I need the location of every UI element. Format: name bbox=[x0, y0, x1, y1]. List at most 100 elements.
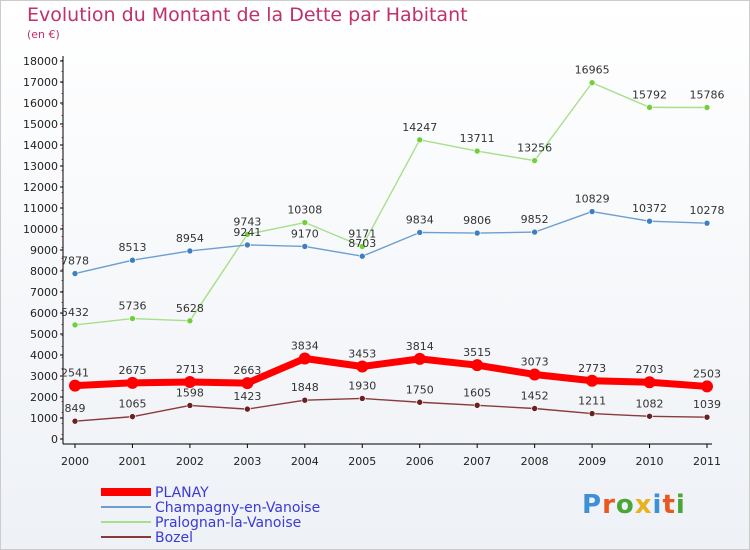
legend-label: Champagny-en-Vanoise bbox=[155, 500, 320, 516]
data-label: 2675 bbox=[118, 364, 146, 377]
y-tick-label: 6000 bbox=[30, 307, 58, 320]
legend-label: PLANAY bbox=[155, 485, 209, 501]
data-label: 10372 bbox=[632, 202, 667, 215]
data-point bbox=[129, 256, 136, 264]
data-label: 15786 bbox=[690, 88, 725, 101]
data-label: 9743 bbox=[233, 215, 261, 228]
data-label: 3814 bbox=[406, 340, 434, 353]
data-point bbox=[473, 147, 481, 155]
series-line-bozel bbox=[74, 397, 708, 422]
data-point bbox=[703, 219, 711, 227]
data-label: 9834 bbox=[406, 213, 434, 226]
legend-swatch bbox=[101, 488, 151, 496]
series-line-pralognan-la-vanoise bbox=[74, 82, 708, 326]
data-label: 9806 bbox=[463, 214, 491, 227]
data-point bbox=[186, 247, 194, 255]
y-tick-label: 9000 bbox=[30, 244, 58, 257]
legend-label: Bozel bbox=[155, 530, 193, 546]
data-label: 16965 bbox=[575, 64, 610, 77]
data-label: 1082 bbox=[636, 397, 664, 410]
x-tick-label: 2006 bbox=[406, 455, 434, 468]
y-tick-label: 7000 bbox=[30, 286, 58, 299]
data-label: 13711 bbox=[460, 132, 495, 145]
y-tick-label: 16000 bbox=[23, 97, 58, 110]
data-label: 8954 bbox=[176, 232, 204, 245]
data-point bbox=[646, 412, 653, 420]
data-label: 1211 bbox=[578, 395, 606, 408]
data-point bbox=[71, 417, 79, 425]
data-point bbox=[701, 380, 713, 393]
data-point bbox=[301, 219, 309, 226]
data-point bbox=[528, 368, 541, 381]
y-tick-label: 15000 bbox=[23, 118, 58, 131]
proxiti-logo: Proxiti bbox=[582, 490, 686, 520]
data-label: 14247 bbox=[402, 121, 437, 134]
data-point bbox=[416, 229, 424, 236]
x-tick-label: 2010 bbox=[636, 455, 664, 468]
y-tick-label: 10000 bbox=[23, 223, 58, 236]
data-point bbox=[531, 405, 538, 412]
logo-letter: r bbox=[602, 490, 616, 520]
data-point bbox=[703, 413, 711, 421]
y-tick-label: 11000 bbox=[23, 202, 58, 215]
data-label: 8513 bbox=[118, 241, 146, 254]
data-label: 15792 bbox=[632, 88, 667, 101]
x-tick-label: 2004 bbox=[291, 455, 319, 468]
data-point bbox=[358, 243, 366, 250]
data-label: 2713 bbox=[176, 363, 204, 376]
y-tick-label: 8000 bbox=[30, 265, 58, 278]
data-point bbox=[473, 401, 481, 409]
data-point bbox=[358, 252, 366, 260]
legend-label: Pralognan-la-Vanoise bbox=[155, 515, 301, 531]
data-label: 9241 bbox=[233, 226, 261, 239]
data-label: 1848 bbox=[291, 381, 319, 394]
x-tick-label: 2002 bbox=[176, 455, 204, 468]
data-label: 1065 bbox=[118, 398, 146, 411]
data-point bbox=[126, 376, 139, 389]
x-tick-label: 2001 bbox=[118, 455, 146, 468]
data-label: 2663 bbox=[233, 364, 261, 377]
data-label: 10308 bbox=[287, 204, 322, 217]
data-point bbox=[703, 104, 711, 111]
data-point bbox=[588, 410, 596, 417]
data-label: 9171 bbox=[348, 227, 376, 240]
data-point bbox=[646, 217, 653, 225]
data-point bbox=[244, 241, 251, 249]
x-tick-label: 2007 bbox=[463, 455, 491, 468]
x-tick-label: 2008 bbox=[521, 455, 549, 468]
data-point bbox=[301, 243, 309, 250]
data-point bbox=[183, 376, 196, 389]
logo-letter: P bbox=[582, 490, 603, 520]
data-label: 1605 bbox=[463, 386, 491, 399]
y-tick-label: 5000 bbox=[30, 328, 58, 341]
y-tick-label: 18000 bbox=[23, 55, 58, 68]
chart-subtitle: (en €) bbox=[27, 28, 60, 41]
data-label: 1039 bbox=[693, 398, 721, 411]
y-tick-label: 14000 bbox=[23, 139, 58, 152]
data-label: 9170 bbox=[291, 227, 319, 240]
data-point bbox=[244, 405, 251, 413]
data-point bbox=[69, 379, 81, 392]
data-point bbox=[129, 413, 136, 420]
data-point bbox=[471, 359, 484, 372]
y-tick-label: 0 bbox=[51, 433, 58, 446]
data-point bbox=[416, 136, 424, 144]
data-label: 3834 bbox=[291, 339, 319, 352]
data-point bbox=[643, 376, 656, 389]
data-point bbox=[71, 270, 79, 277]
y-tick-label: 3000 bbox=[30, 370, 58, 383]
y-tick-label: 17000 bbox=[23, 76, 58, 89]
logo-letter: i bbox=[652, 490, 663, 520]
data-label: 1452 bbox=[521, 390, 549, 403]
data-label: 1750 bbox=[406, 383, 434, 396]
data-point bbox=[413, 352, 426, 365]
data-label: 5628 bbox=[176, 302, 204, 315]
data-point bbox=[588, 79, 596, 87]
data-point bbox=[71, 321, 79, 329]
data-label: 1930 bbox=[348, 379, 376, 392]
y-tick-label: 13000 bbox=[23, 160, 58, 173]
data-point bbox=[356, 360, 369, 373]
data-point bbox=[646, 104, 653, 111]
